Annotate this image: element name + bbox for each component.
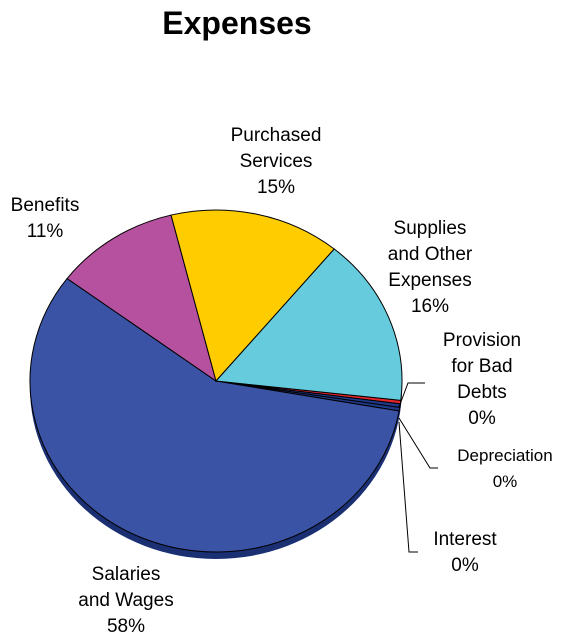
label-bad-debts-line1: Provision [443,330,521,351]
pie-slice-supplies-and-other-expenses [214,248,403,401]
chart-title: Expenses [162,5,311,41]
label-supplies-line2: and Other [388,244,473,265]
leader-line-interest [398,421,418,553]
label-interest-value: 0% [451,555,479,576]
label-interest: Interest 0% [433,529,497,576]
label-benefits-line1: Benefits [11,195,80,216]
label-supplies-line1: Supplies [394,218,467,239]
label-bad-debts-line3: Debts [457,382,507,403]
label-salaries: Salaries and Wages 58% [78,564,173,637]
label-purchased-line1: Purchased [231,125,322,146]
pie-slice-benefits [66,214,217,383]
label-salaries-line1: Salaries [92,564,161,585]
label-purchased-line2: Services [240,151,313,172]
label-depreciation-line1: Depreciation [457,446,552,465]
label-depreciation: Depreciation 0% [457,446,552,491]
label-depreciation-value: 0% [493,472,518,491]
leader-line-bad-debts [398,382,425,408]
leader-line-depreciation [398,417,438,469]
label-benefits: Benefits 11% [11,195,80,242]
label-supplies: Supplies and Other Expenses 16% [388,218,473,317]
label-supplies-line3: Expenses [388,270,471,291]
label-purchased: Purchased Services 15% [231,125,322,198]
pie-slice-purchased-services [170,209,335,383]
label-supplies-value: 16% [411,296,449,317]
label-purchased-value: 15% [257,177,295,198]
label-bad-debts: Provision for Bad Debts 0% [443,330,521,429]
label-salaries-line2: and Wages [78,590,173,611]
pie-slice-salaries-and-wages [29,277,400,553]
label-salaries-value: 58% [107,616,145,637]
label-benefits-value: 11% [27,221,64,242]
label-interest-line1: Interest [433,529,497,550]
label-bad-debts-line2: for Bad [451,356,512,377]
label-bad-debts-value: 0% [468,408,496,429]
